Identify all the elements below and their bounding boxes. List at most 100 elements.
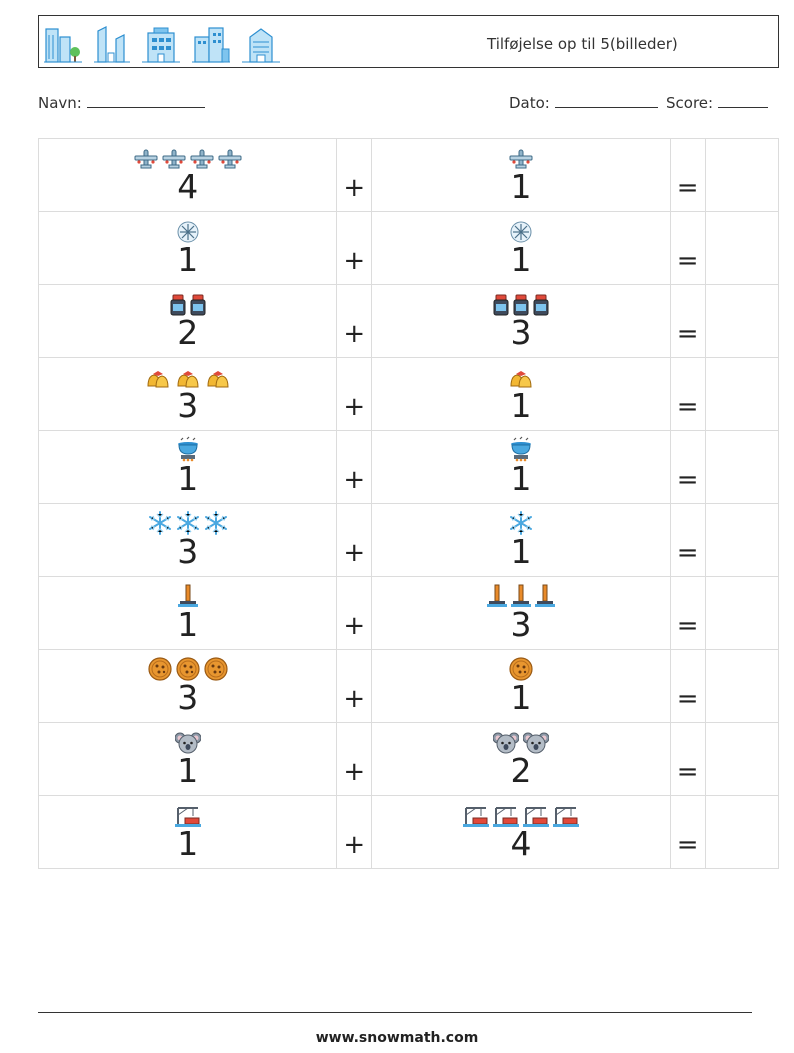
cooking-pot-icon [177,436,199,462]
answer-cell[interactable] [704,357,780,431]
answer-cell[interactable] [704,430,780,504]
equals-sign: = [669,430,706,504]
left-operand-icons [174,803,201,827]
cookie-icon [509,657,533,681]
right-operand-cell: 1 [371,138,671,212]
bells-icon [145,369,171,389]
answer-cell[interactable] [704,138,780,212]
airplane-icon [134,148,158,170]
snowflake-icon [509,511,533,535]
right-operand-cell: 1 [371,211,671,285]
cookie-icon [148,657,172,681]
problem-row: 3 +1 = [37,503,780,577]
cookie-icon [204,657,228,681]
crane-icon [462,805,489,827]
left-operand-number: 1 [177,459,199,498]
answer-cell[interactable] [704,649,780,723]
right-operand-number: 3 [510,605,532,644]
plus-sign: + [336,211,373,285]
problem-row: 1 +1 = [37,211,780,285]
jar-icon [170,294,186,316]
answer-cell[interactable] [704,795,780,869]
problem-row: 1 +4 = [37,795,780,869]
date-field: Dato: [509,94,658,112]
airplane-icon [190,148,214,170]
right-operand-number: 3 [510,313,532,352]
equals-sign: = [669,649,706,723]
plus-sign: + [336,357,373,431]
score-blank[interactable] [718,94,769,108]
crane-icon [552,805,579,827]
right-operand-cell: 2 [371,722,671,796]
problem-row: 3 +1 = [37,357,780,431]
left-operand-number: 3 [177,678,199,717]
left-operand-number: 1 [177,824,199,863]
snowflake-icon [176,511,200,535]
left-operand-icons [177,584,198,608]
left-operand-cell: 2 [37,284,338,358]
plus-sign: + [336,649,373,723]
snowflake-icon [148,511,172,535]
crane-icon [174,805,201,827]
pole-icon [510,584,531,608]
cookie-icon [176,657,200,681]
date-label: Dato: [509,94,550,112]
jar-icon [533,294,549,316]
right-operand-number: 4 [510,824,532,863]
left-operand-icons [134,146,242,170]
right-operand-cell: 1 [371,357,671,431]
name-blank[interactable] [86,94,205,108]
answer-cell[interactable] [704,722,780,796]
footer-url: www.snowmath.com [315,1030,479,1046]
left-operand-cell: 1 [37,576,338,650]
right-operand-number: 1 [510,240,532,279]
answer-cell[interactable] [704,503,780,577]
plus-sign: + [336,503,373,577]
right-operand-icons [509,511,533,535]
left-operand-cell: 3 [37,357,338,431]
equals-sign: = [669,722,706,796]
right-operand-icons [462,803,579,827]
answer-cell[interactable] [704,211,780,285]
right-operand-number: 1 [510,386,532,425]
right-operand-cell: 1 [371,503,671,577]
answer-cell[interactable] [704,576,780,650]
footer-rule [38,1012,752,1013]
problem-row: 1 +3 = [37,576,780,650]
right-operand-number: 2 [510,751,532,790]
equals-sign: = [669,211,706,285]
right-operand-icons [509,657,533,681]
plus-sign: + [336,430,373,504]
right-operand-icons [493,292,549,316]
problem-row: 1 +1 = [37,430,780,504]
problem-row: 1 +2 = [37,722,780,796]
right-operand-number: 1 [510,167,532,206]
answer-cell[interactable] [704,284,780,358]
right-operand-number: 1 [510,532,532,571]
crane-icon [492,805,519,827]
right-operand-icons [510,436,532,462]
plus-sign: + [336,138,373,212]
jar-icon [190,294,206,316]
worksheet-title: Tilføjelse op til 5(billeder) [487,35,678,53]
plus-sign: + [336,795,373,869]
plus-sign: + [336,576,373,650]
equals-sign: = [669,795,706,869]
right-operand-icons [492,730,549,754]
left-operand-cell: 4 [37,138,338,212]
tower-building-icon [242,28,280,63]
jar-icon [493,294,509,316]
left-operand-cell: 1 [37,722,338,796]
left-operand-cell: 3 [37,503,338,577]
left-operand-icons [170,292,206,316]
skyscrapers-icon [94,26,130,63]
right-operand-number: 1 [510,459,532,498]
left-operand-icons [174,730,201,754]
left-operand-icons [145,365,231,389]
date-blank[interactable] [554,94,658,108]
snowflake-ball-icon [177,221,199,243]
right-operand-cell: 1 [371,430,671,504]
airplane-icon [509,148,533,170]
right-operand-icons [510,219,532,243]
cooking-pot-icon [510,436,532,462]
